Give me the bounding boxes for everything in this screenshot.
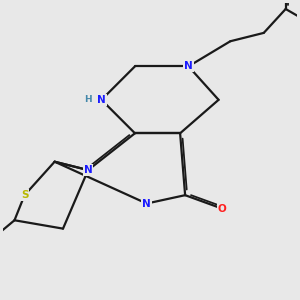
Text: N: N bbox=[97, 95, 106, 105]
Text: S: S bbox=[21, 190, 28, 200]
Text: O: O bbox=[218, 204, 226, 214]
Text: N: N bbox=[84, 165, 92, 175]
Text: H: H bbox=[84, 95, 92, 104]
Text: N: N bbox=[184, 61, 193, 71]
Text: N: N bbox=[142, 199, 151, 208]
